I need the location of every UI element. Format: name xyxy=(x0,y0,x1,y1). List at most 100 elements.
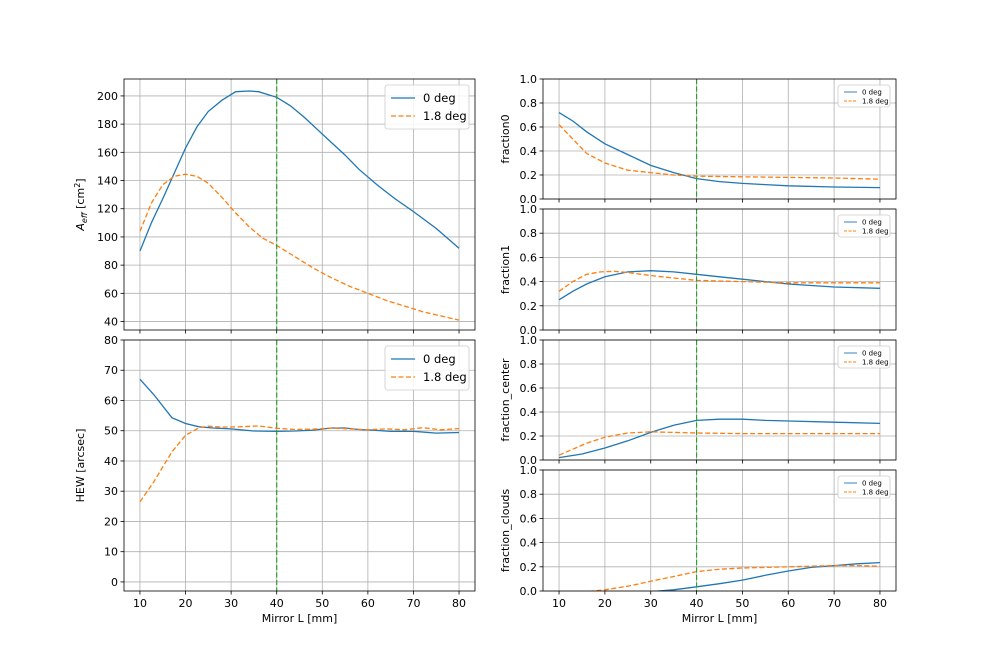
x-axis-label: Mirror L [mm] xyxy=(682,612,758,625)
legend-box xyxy=(384,345,470,391)
y-tick-label: 0.4 xyxy=(520,276,538,289)
x-tick-label: 60 xyxy=(361,597,375,610)
legend-entry-label: 1.8 deg xyxy=(423,109,467,123)
series-0deg-line xyxy=(648,561,881,591)
y-axis-label: Aeff [cm2] xyxy=(73,178,89,231)
y-label-unit: [cm xyxy=(74,188,87,213)
y-tick-label: 0.4 xyxy=(520,145,538,158)
y-tick-label: 1.0 xyxy=(520,73,538,86)
series-1p8deg-line xyxy=(558,124,881,180)
x-tick-label: 30 xyxy=(224,597,238,610)
y-tick-label: 0.0 xyxy=(520,585,538,598)
y-tick-label: 1.0 xyxy=(520,464,538,477)
fraction-center-chart-panel: 0.0 0.2 0.4 0.6 0.8 1.0 fraction_center 0 deg1.… xyxy=(499,334,897,467)
legend-entry-label: 0 deg xyxy=(862,219,882,227)
y-tick-label: 0.8 xyxy=(520,358,538,371)
hew-chart-panel: 10 20 30 40 50 60 70 80 0 10 20 30 40 50 60 70 80 Mirror … xyxy=(74,334,476,625)
series-0deg-line xyxy=(139,90,460,252)
axes-frame xyxy=(542,469,897,592)
legend-box xyxy=(837,345,891,369)
series-1p8deg-line xyxy=(558,431,880,456)
y-tick-label: 200 xyxy=(97,90,118,103)
legend-entry-label: 0 deg xyxy=(862,89,882,97)
axes-frame xyxy=(542,78,897,200)
y-tick-label: 0.6 xyxy=(520,251,538,264)
y-tick-label: 70 xyxy=(104,364,118,377)
series-1p8deg-line xyxy=(139,425,460,503)
series-1p8deg-line xyxy=(558,270,880,292)
y-tick-label: 0.2 xyxy=(520,169,538,182)
y-tick-label: 0.6 xyxy=(520,121,538,134)
y-tick-label: 180 xyxy=(97,118,118,131)
y-tick-label: 120 xyxy=(97,203,118,216)
y-tick-label: 50 xyxy=(104,425,118,438)
series-0deg-line xyxy=(139,378,460,434)
y-label-unit-close: ] xyxy=(74,178,87,182)
y-tick-label: 40 xyxy=(104,316,118,329)
y-tick-label: 0 xyxy=(111,576,118,589)
y-axis-label: fraction0 xyxy=(499,114,512,163)
y-label-unit-superscript: 2 xyxy=(73,183,82,188)
legend-entry-label: 1.8 deg xyxy=(862,228,889,236)
y-axis-label: fraction_clouds xyxy=(499,489,512,573)
y-tick-label: 0.4 xyxy=(520,537,538,550)
y-axis-label: fraction_center xyxy=(499,358,512,442)
x-tick-label: 70 xyxy=(827,597,841,610)
y-tick-label: 30 xyxy=(104,485,118,498)
x-tick-label: 50 xyxy=(735,597,749,610)
axes-frame xyxy=(542,208,897,331)
x-axis-label: Mirror L [mm] xyxy=(262,612,338,625)
y-tick-label: 0.2 xyxy=(520,430,538,443)
y-tick-label: 0.6 xyxy=(520,382,538,395)
x-tick-label: 80 xyxy=(452,597,466,610)
series-1p8deg-line xyxy=(139,173,460,321)
legend-box xyxy=(837,475,891,499)
x-tick-label: 10 xyxy=(133,597,147,610)
y-tick-label: 0.0 xyxy=(520,193,538,206)
y-tick-label: 1.0 xyxy=(520,203,538,216)
y-tick-label: 0.6 xyxy=(520,512,538,525)
legend-entry-label: 1.8 deg xyxy=(862,489,889,497)
y-tick-label: 100 xyxy=(97,231,118,244)
y-tick-label: 20 xyxy=(104,515,118,528)
y-axis-label: HEW [arcsec] xyxy=(74,429,87,503)
y-tick-label: 60 xyxy=(104,287,118,300)
series-0deg-line xyxy=(558,270,881,301)
x-tick-label: 60 xyxy=(781,597,795,610)
y-tick-label: 60 xyxy=(104,394,118,407)
y-tick-label: 0.0 xyxy=(520,454,538,467)
legend-box xyxy=(837,214,891,238)
y-tick-label: 0.2 xyxy=(520,561,538,574)
series-0deg-line xyxy=(558,112,881,189)
y-tick-label: 0.8 xyxy=(520,488,538,501)
aeff-chart-panel: 40 60 80 100 120 140 160 180 200 Aeff [cm2] 0 deg 1… xyxy=(73,78,476,334)
y-tick-label: 80 xyxy=(104,334,118,347)
legend-entry-label: 0 deg xyxy=(862,350,882,358)
x-tick-label: 10 xyxy=(552,597,566,610)
x-tick-label: 20 xyxy=(598,597,612,610)
y-tick-label: 1.0 xyxy=(520,334,538,347)
x-tick-label: 80 xyxy=(873,597,887,610)
y-tick-label: 10 xyxy=(104,546,118,559)
y-tick-label: 140 xyxy=(97,175,118,188)
legend-entry-label: 0 deg xyxy=(423,352,456,366)
axes-frame xyxy=(123,339,476,592)
y-tick-label: 0.8 xyxy=(520,227,538,240)
x-tick-label: 20 xyxy=(179,597,193,610)
axes-frame xyxy=(542,339,897,461)
y-tick-label: 40 xyxy=(104,455,118,468)
y-tick-label: 0.4 xyxy=(520,406,538,419)
x-tick-label: 50 xyxy=(315,597,329,610)
legend-entry-label: 0 deg xyxy=(862,480,882,488)
series-0deg-line xyxy=(558,418,881,459)
x-tick-label: 70 xyxy=(406,597,420,610)
legend-entry-label: 0 deg xyxy=(423,91,456,105)
legend-box xyxy=(837,84,891,108)
